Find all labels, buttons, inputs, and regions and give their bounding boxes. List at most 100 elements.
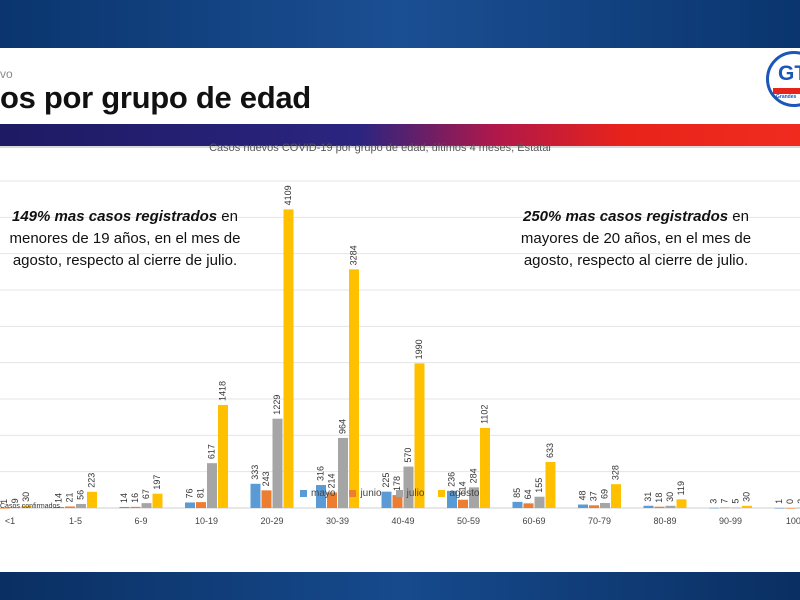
data-label: 1102	[479, 405, 489, 424]
bar-junio	[327, 492, 337, 508]
bar-junio	[654, 506, 665, 508]
data-label: 14	[53, 493, 63, 503]
note-over-20-bold: 250% mas casos registrados	[523, 208, 729, 225]
data-label: 1418	[217, 381, 227, 401]
data-label: 3	[708, 499, 718, 504]
bar-junio	[523, 503, 534, 508]
x-tick-label: 30-39	[326, 516, 349, 526]
x-tick-label: 10-19	[195, 516, 218, 526]
data-label: 3284	[348, 245, 358, 265]
data-label: 333	[250, 465, 260, 480]
data-label: 30	[741, 492, 751, 502]
bar-julio	[731, 507, 741, 509]
data-label: 1	[0, 499, 9, 504]
x-tick-label: <1	[5, 516, 15, 526]
bar-julio	[534, 496, 545, 508]
legend-item-agosto: agosto	[438, 488, 479, 499]
background-bottom	[0, 572, 800, 600]
bar-junio	[65, 506, 75, 508]
bar-junio	[196, 502, 206, 508]
data-label: 14	[119, 493, 129, 503]
data-label: 16	[130, 493, 140, 503]
bar-agosto	[283, 209, 294, 509]
x-tick-label: 20-29	[260, 516, 283, 526]
bar-agosto	[218, 404, 228, 508]
x-tick-label: 50-59	[457, 516, 480, 526]
bar-agosto	[87, 491, 97, 508]
data-label: 1	[774, 499, 784, 504]
legend-label: junio	[360, 488, 382, 499]
data-label: 617	[206, 444, 216, 459]
data-label: 223	[86, 473, 96, 488]
bar-julio	[338, 437, 348, 508]
bar-mayo	[185, 502, 195, 508]
chart-title: Casos nuevos COVID-19 por grupo de edad,…	[209, 142, 551, 154]
legend-label: julio	[406, 488, 425, 499]
data-label: 30	[665, 492, 675, 502]
bar-mayo	[119, 506, 130, 508]
x-tick-label: 60-69	[522, 516, 545, 526]
x-tick-label: 80-89	[653, 516, 676, 526]
data-label: 197	[152, 475, 162, 490]
legend-item-junio: junio	[349, 488, 382, 499]
data-label: 1229	[272, 395, 282, 415]
bar-julio	[665, 505, 676, 508]
data-label: 37	[588, 491, 598, 501]
data-label: 155	[534, 478, 544, 493]
bar-mayo	[709, 507, 719, 509]
bar-mayo	[447, 490, 457, 508]
data-label: 30	[21, 492, 31, 502]
logo-text: GT	[778, 62, 800, 85]
bar-agosto	[611, 484, 621, 508]
bar-mayo	[512, 501, 523, 508]
bar-agosto	[152, 493, 163, 508]
data-label: 214	[326, 473, 336, 488]
bar-agosto	[742, 505, 752, 508]
bar-junio	[785, 508, 796, 509]
legend-label: agosto	[449, 488, 480, 499]
data-label: 18	[654, 493, 664, 503]
data-label: 243	[261, 471, 271, 486]
data-label: 236	[446, 472, 456, 487]
bar-julio	[76, 503, 86, 508]
bar-junio	[261, 490, 272, 508]
data-label: 4109	[283, 185, 293, 205]
bar-junio	[720, 507, 730, 509]
x-tick-label: 1-5	[69, 516, 82, 526]
bar-mayo	[54, 506, 64, 508]
legend-swatch	[395, 490, 403, 497]
bar-agosto	[480, 427, 490, 508]
title-band	[0, 124, 800, 146]
data-label: 76	[184, 488, 194, 498]
bar-mayo	[250, 483, 261, 508]
legend-item-julio: julio	[395, 488, 425, 499]
bar-mayo	[381, 491, 392, 508]
x-tick-label: 6-9	[134, 516, 147, 526]
note-over-20: 250% mas casos registrados en mayores de…	[511, 206, 761, 272]
bar-agosto	[21, 505, 32, 508]
bar-mayo	[316, 485, 326, 508]
data-label: 7	[719, 498, 729, 503]
bar-junio	[589, 505, 599, 508]
logo-stripe	[773, 88, 800, 94]
bar-mayo	[578, 504, 588, 508]
data-label: 31	[643, 492, 653, 502]
note-under-19-text: en menores de 19 años, en el mes de agos…	[9, 208, 241, 269]
slide-kicker: vo	[0, 67, 13, 81]
source-note: Casos confirmados	[0, 503, 60, 510]
bar-junio	[458, 499, 468, 508]
data-label: 69	[599, 489, 609, 499]
data-label: 316	[315, 466, 325, 481]
bar-chart: 11930<11421562231-51416671976-9768161714…	[0, 180, 800, 526]
note-under-19-bold: 149% mas casos registrados	[12, 208, 218, 225]
x-tick-label: 90-99	[719, 516, 742, 526]
data-label: 328	[610, 465, 620, 480]
data-label: 48	[577, 490, 587, 500]
data-label: 225	[381, 473, 391, 488]
bar-julio	[796, 507, 800, 509]
data-label: 5	[730, 499, 740, 504]
band-divider	[0, 146, 800, 148]
data-label: 2	[796, 499, 800, 504]
data-label: 1990	[414, 339, 424, 359]
background-top	[0, 0, 800, 48]
